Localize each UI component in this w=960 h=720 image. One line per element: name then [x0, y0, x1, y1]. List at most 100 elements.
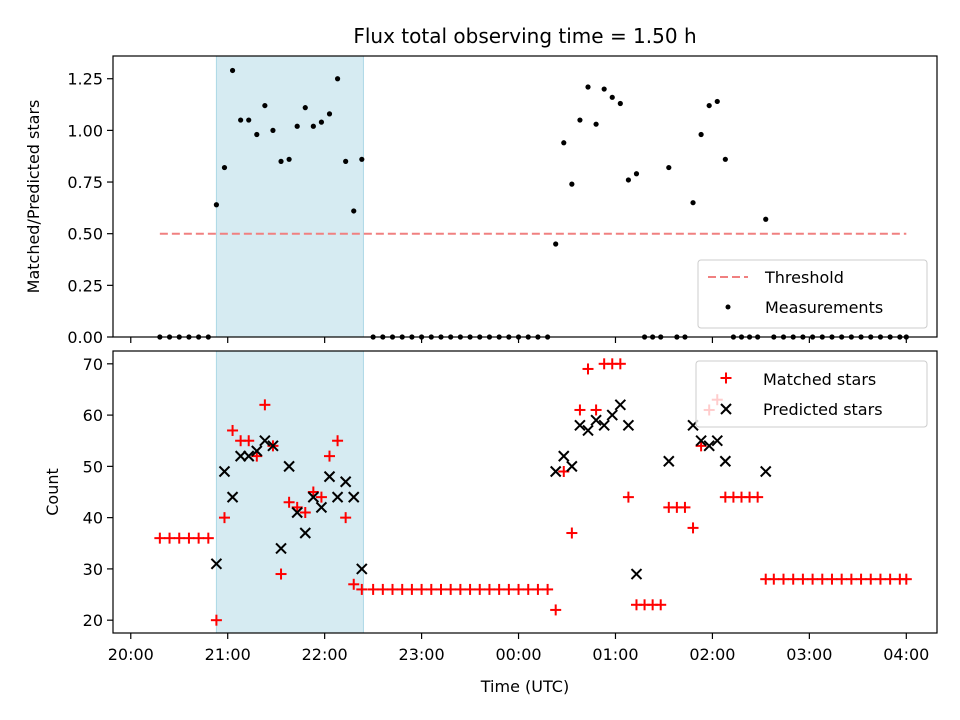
measurement-point [334, 76, 341, 82]
matched-star-point [416, 583, 428, 595]
legend-threshold-label: Threshold [764, 268, 844, 287]
matched-star-point [566, 527, 578, 539]
measurement-point [229, 67, 236, 74]
measurement-point [569, 181, 575, 187]
measurement-point [302, 105, 308, 111]
y-ticks: 0.00 0.25 0.50 0.75 1.00 1.25 [67, 70, 113, 347]
matched-star-point [251, 450, 263, 462]
y-tick-label: 0.25 [67, 276, 103, 295]
predicted-star-point [558, 450, 570, 462]
x-ticks [130, 337, 907, 343]
x-tick-label: 01:00 [592, 645, 638, 664]
legend-measurements-label: Measurements [765, 298, 883, 317]
shaded-interval [215, 350, 364, 634]
matched-star-point [377, 583, 389, 595]
measurement-point [593, 121, 599, 127]
legend-matched-swatch [720, 372, 732, 384]
measurement-point [270, 127, 276, 133]
matched-star-point [340, 512, 352, 524]
matched-star-point [315, 491, 327, 503]
matched-star-point [797, 573, 809, 585]
matched-star-point [387, 583, 399, 595]
measurement-point [763, 216, 769, 222]
y-tick-label: 0.50 [67, 225, 103, 244]
predicted-star-point [251, 445, 263, 457]
measurement-point [343, 158, 349, 164]
predicted-star-point [331, 491, 344, 503]
chart-title: Flux total observing time = 1.50 h [353, 24, 696, 48]
legend-box [697, 259, 928, 329]
matched-star-point [227, 424, 239, 436]
y-axis-label: Count [43, 468, 62, 516]
x-tick-label: 02:00 [689, 645, 735, 664]
matched-star-point [574, 404, 586, 416]
measurement-point [318, 119, 325, 125]
matched-star-point [695, 440, 707, 452]
matched-star-point [283, 496, 295, 508]
predicted-star-point [299, 527, 311, 539]
measurement-point [714, 98, 720, 105]
predicted-star-point [307, 491, 320, 503]
x-tick-label: 00:00 [495, 645, 541, 664]
matched-star-point [348, 578, 360, 590]
legend: Threshold Measurements [697, 259, 928, 329]
matched-star-point [299, 507, 311, 519]
matched-star-point [218, 512, 230, 524]
measurement-point [262, 102, 268, 109]
measurement-points [157, 67, 909, 340]
measurement-point [706, 102, 712, 109]
matched-star-point [845, 573, 857, 585]
matched-star-point [406, 583, 418, 595]
measurement-point [326, 111, 333, 117]
y-tick-label: 20 [83, 611, 103, 630]
measurement-point [359, 156, 365, 162]
matched-star-point [614, 358, 626, 370]
measurement-point [666, 164, 672, 171]
y-axis-label: Matched/Predicted stars [24, 100, 43, 294]
x-ticks: 20:00 21:00 22:00 23:00 00:00 01:00 02:00 03:00… [108, 633, 929, 664]
measurement-point [254, 131, 260, 138]
measurement-point [213, 202, 220, 208]
matched-star-point [590, 404, 602, 416]
measurement-point [278, 158, 284, 164]
predicted-star-point [703, 440, 715, 452]
matched-star-point [210, 614, 222, 626]
legend-predicted-label: Predicted stars [763, 400, 883, 419]
count-panel: 20 30 40 50 60 70 20:00 21:00 22:00 23:00 00:00 01… [43, 350, 938, 696]
predicted-star-point [315, 501, 328, 514]
matched-star-point [874, 573, 886, 585]
legend-cross-marker [720, 403, 732, 415]
matched-star-point [291, 501, 303, 513]
predicted-star-point [663, 455, 675, 467]
predicted-star-point [267, 440, 279, 452]
matched-star-point [768, 573, 780, 585]
matched-star-point [532, 583, 544, 595]
matched-star-point [542, 583, 554, 595]
legend-plus-marker [720, 372, 732, 384]
plot-frame [112, 350, 938, 634]
measurement-point [601, 86, 607, 92]
x-tick-label: 23:00 [399, 645, 445, 664]
measurement-point [609, 94, 615, 100]
measurement-point [238, 117, 244, 123]
matched-star-point [778, 573, 790, 585]
matched-star-point [522, 583, 534, 595]
predicted-star-point [218, 465, 231, 478]
y-tick-label: 0.00 [67, 328, 103, 347]
legend-measurements-swatch [725, 304, 731, 310]
predicted-star-point [590, 414, 602, 426]
matched-star-point [826, 573, 838, 585]
x-tick-label: 22:00 [302, 645, 348, 664]
matched-star-point [687, 522, 699, 534]
matched-star-point [855, 573, 867, 585]
matched-star-point [454, 583, 466, 595]
y-tick-label: 1.00 [67, 121, 103, 140]
legend: Matched stars Predicted stars [695, 360, 928, 428]
predicted-star-point [226, 491, 239, 503]
predicted-star-point [614, 399, 627, 411]
y-tick-label: 50 [83, 457, 103, 476]
matched-star-point [324, 450, 336, 462]
matched-star-point [884, 573, 896, 585]
predicted-star-point [243, 450, 255, 462]
